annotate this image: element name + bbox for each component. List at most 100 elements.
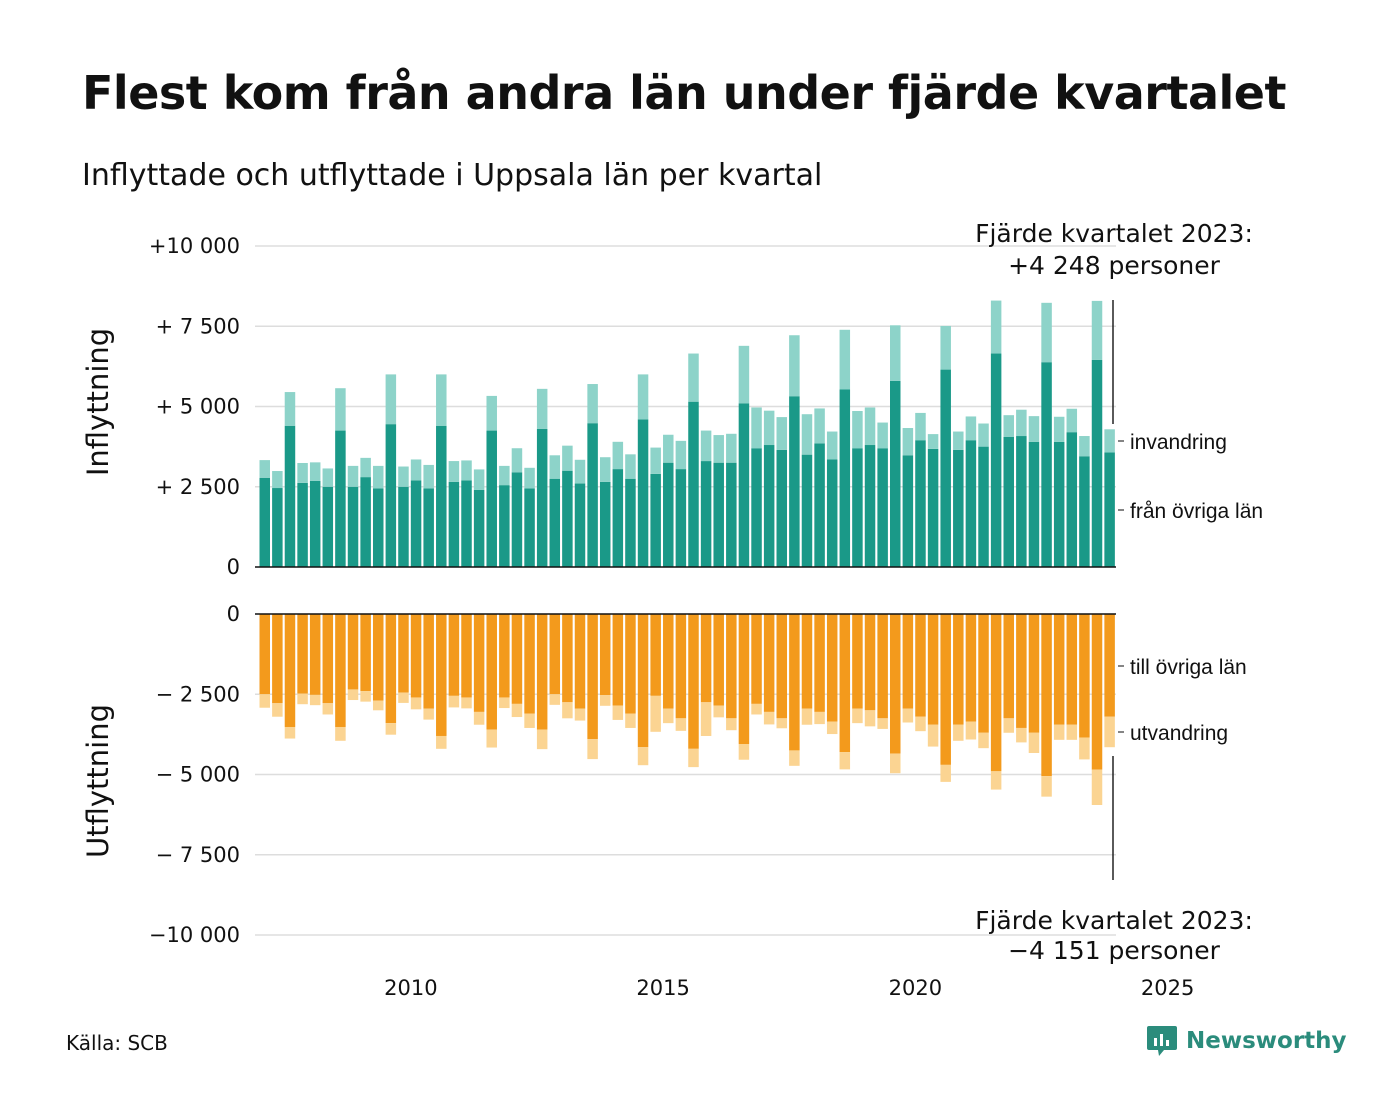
bar-invandring	[524, 467, 535, 489]
bar-invandring	[965, 416, 977, 441]
bar-fran-ovriga-lan	[436, 425, 447, 567]
bar-utvandring	[814, 711, 825, 725]
bar-fran-ovriga-lan	[953, 449, 964, 567]
bar-fran-ovriga-lan	[965, 440, 977, 567]
bar-fran-ovriga-lan	[524, 488, 535, 567]
bar-fran-ovriga-lan	[625, 478, 636, 567]
bar-till-ovriga-lan	[1066, 614, 1078, 725]
bar-utvandring	[1066, 724, 1078, 740]
bar-till-ovriga-lan	[461, 614, 472, 698]
bar-till-ovriga-lan	[1003, 614, 1014, 719]
axes: +10 000 + 7 500 + 5 000 + 2 500 0 0 − 2 500 − 5…	[149, 234, 1194, 1000]
bar-fran-ovriga-lan	[915, 440, 926, 567]
newsworthy-logo-text: Newsworthy	[1186, 1028, 1347, 1054]
bar-invandring	[612, 441, 624, 470]
bar-fran-ovriga-lan	[713, 462, 724, 567]
bar-utvandring	[1091, 769, 1103, 805]
bar-invandring	[549, 455, 561, 479]
bar-utvandring	[1104, 716, 1115, 748]
bar-fran-ovriga-lan	[549, 478, 561, 567]
bar-till-ovriga-lan	[990, 614, 1002, 772]
bar-till-ovriga-lan	[663, 614, 674, 709]
bar-invandring	[864, 407, 876, 446]
x-tick-label: 2020	[889, 976, 942, 1000]
bar-utvandring	[801, 708, 813, 725]
bar-utvandring	[448, 695, 460, 708]
bar-utvandring	[360, 691, 371, 702]
bar-fran-ovriga-lan	[675, 469, 687, 567]
bar-till-ovriga-lan	[852, 614, 863, 709]
bar-fran-ovriga-lan	[284, 425, 296, 567]
bar-invandring	[700, 430, 712, 462]
bar-till-ovriga-lan	[612, 614, 624, 706]
bar-invandring	[511, 448, 523, 473]
bar-utvandring	[347, 689, 359, 701]
bar-invandring	[978, 423, 989, 447]
legend-label-fran-ovriga-lan: från övriga län	[1130, 500, 1263, 523]
legend-label-invandring: invandring	[1130, 431, 1227, 454]
bar-invandring	[890, 325, 901, 381]
bar-utvandring	[524, 713, 535, 728]
bar-invandring	[801, 414, 813, 455]
bar-till-ovriga-lan	[890, 614, 901, 754]
bar-fran-ovriga-lan	[335, 430, 346, 567]
bar-till-ovriga-lan	[1053, 614, 1065, 725]
bar-invandring	[789, 335, 800, 397]
bar-fran-ovriga-lan	[259, 477, 270, 567]
bar-invandring	[852, 410, 863, 449]
bar-invandring	[688, 353, 699, 402]
bar-utvandring	[536, 729, 548, 750]
bar-fran-ovriga-lan	[650, 473, 661, 567]
bar-utvandring	[663, 708, 674, 724]
bar-utvandring	[902, 708, 914, 723]
bar-till-ovriga-lan	[726, 614, 737, 719]
bar-invandring	[877, 422, 888, 449]
bar-till-ovriga-lan	[700, 614, 712, 703]
bar-invandring	[1053, 416, 1065, 442]
bar-till-ovriga-lan	[789, 614, 800, 751]
bar-fran-ovriga-lan	[322, 486, 334, 567]
bar-till-ovriga-lan	[524, 614, 535, 714]
bar-fran-ovriga-lan	[663, 462, 674, 567]
bar-till-ovriga-lan	[650, 614, 661, 696]
bar-till-ovriga-lan	[713, 614, 724, 706]
bar-fran-ovriga-lan	[927, 448, 939, 567]
chart-subtitle: Inflyttade och utflyttade i Uppsala län …	[82, 158, 823, 193]
bar-utvandring	[574, 708, 586, 721]
y-tick-label: −10 000	[149, 923, 240, 947]
bar-till-ovriga-lan	[826, 614, 838, 722]
bar-invandring	[372, 465, 384, 489]
bar-fran-ovriga-lan	[461, 480, 472, 567]
bar-invandring	[347, 465, 359, 487]
bar-utvandring	[1041, 776, 1052, 797]
bar-fran-ovriga-lan	[1041, 362, 1052, 567]
bar-utvandring	[877, 718, 888, 729]
bar-till-ovriga-lan	[347, 614, 359, 690]
bar-fran-ovriga-lan	[309, 480, 321, 567]
bar-utvandring	[423, 708, 434, 720]
bar-invandring	[499, 465, 510, 486]
bar-fran-ovriga-lan	[410, 480, 422, 567]
bar-till-ovriga-lan	[839, 614, 851, 753]
bar-till-ovriga-lan	[801, 614, 813, 709]
bar-till-ovriga-lan	[877, 614, 888, 719]
bar-fran-ovriga-lan	[776, 449, 788, 567]
bar-fran-ovriga-lan	[826, 459, 838, 567]
annotation-bottom-line2: −4 151 personer	[1008, 936, 1221, 965]
bar-invandring	[536, 388, 548, 429]
bar-utvandring	[372, 700, 384, 711]
bar-fran-ovriga-lan	[372, 488, 384, 567]
bar-invandring	[436, 374, 447, 426]
bar-utvandring	[259, 694, 270, 708]
newsworthy-logo: Newsworthy	[1146, 1024, 1347, 1058]
bar-utvandring	[562, 702, 573, 719]
bar-invandring	[574, 459, 586, 484]
bar-invandring	[625, 454, 636, 479]
bar-till-ovriga-lan	[486, 614, 497, 730]
bar-invandring	[776, 417, 788, 450]
bar-invandring	[650, 447, 661, 474]
bar-till-ovriga-lan	[536, 614, 548, 730]
bar-fran-ovriga-lan	[1016, 436, 1027, 567]
bar-utvandring	[398, 692, 409, 703]
